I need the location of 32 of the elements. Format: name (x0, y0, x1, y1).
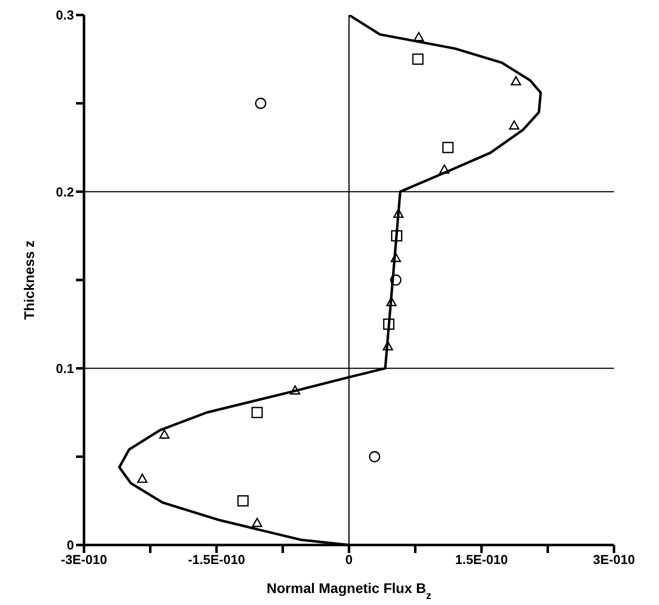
point (393, 208, 404, 218)
x-tick-label: -3E-010 (60, 552, 108, 568)
point (237, 495, 249, 506)
x-tick-label: -1.5E-010 (188, 552, 246, 568)
x-tick-label: 1.5E-010 (455, 552, 508, 568)
x-tick-label: 0 (345, 552, 353, 568)
point (390, 274, 402, 286)
y-axis-title: Thickness z (21, 240, 37, 320)
point (383, 318, 394, 330)
point (252, 518, 262, 528)
point (391, 230, 402, 242)
point (251, 406, 263, 418)
point (159, 429, 170, 439)
y-tick-label: 0.3 (56, 8, 74, 23)
point (510, 76, 522, 86)
point (137, 474, 148, 483)
point (390, 252, 401, 262)
point (382, 341, 394, 350)
point (442, 142, 454, 154)
point (368, 451, 380, 462)
point (290, 385, 300, 395)
point (386, 296, 397, 306)
x-tick-label: 3E-010 (593, 552, 635, 568)
y-tick-label: 0.2 (56, 184, 74, 200)
y-tick-label: 0.1 (56, 360, 74, 376)
point (255, 98, 266, 109)
point (412, 54, 424, 65)
point (439, 164, 450, 174)
x-axis-title: Normal Magnetic Flux B$_{z}$ (266, 580, 432, 602)
point (509, 120, 520, 130)
y-tick-label: 0 (66, 538, 74, 553)
point (414, 32, 424, 42)
